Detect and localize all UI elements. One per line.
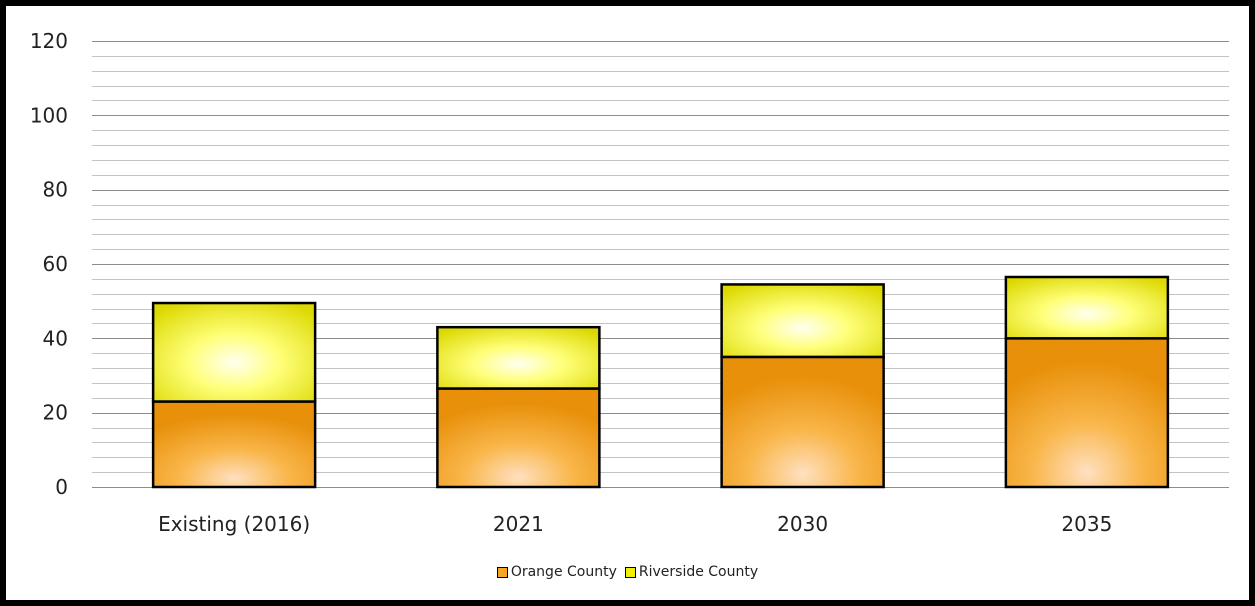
bar-orange-county (1004, 337, 1170, 489)
bar-orange-county (151, 400, 317, 489)
y-tick-label: 60 (43, 252, 68, 276)
bar-riverside-county (151, 301, 317, 403)
y-tick-label: 40 (43, 326, 68, 350)
legend-swatch-orange-county (496, 566, 508, 578)
y-tick-label: 0 (55, 475, 68, 499)
bars (151, 275, 1170, 489)
x-axis-tick-labels: Existing (2016) 2021 2030 2035 (158, 512, 1112, 536)
y-axis-tick-labels: 0 20 40 60 80 100 120 (30, 29, 68, 499)
x-tick-label: 2035 (1061, 512, 1112, 536)
legend: Orange County Riverside County (0, 564, 1255, 580)
y-tick-label: 20 (43, 401, 68, 425)
x-tick-label: Existing (2016) (158, 512, 310, 536)
y-tick-label: 120 (30, 29, 68, 53)
bar-riverside-county (1004, 275, 1170, 340)
legend-item-orange-county: Orange County (496, 564, 617, 580)
bar-riverside-county (436, 325, 601, 390)
bar-riverside-county (720, 283, 885, 359)
y-tick-label: 80 (43, 178, 68, 202)
bar-orange-county (436, 387, 601, 489)
legend-swatch-riverside-county (624, 566, 636, 578)
legend-label-orange-county: Orange County (510, 564, 617, 580)
legend-item-riverside-county: Riverside County (624, 564, 759, 580)
x-tick-label: 2030 (777, 512, 828, 536)
x-tick-label: 2021 (493, 512, 544, 536)
legend-label-riverside-county: Riverside County (638, 564, 759, 580)
bar-orange-county (720, 355, 885, 489)
y-tick-label: 100 (30, 103, 68, 127)
